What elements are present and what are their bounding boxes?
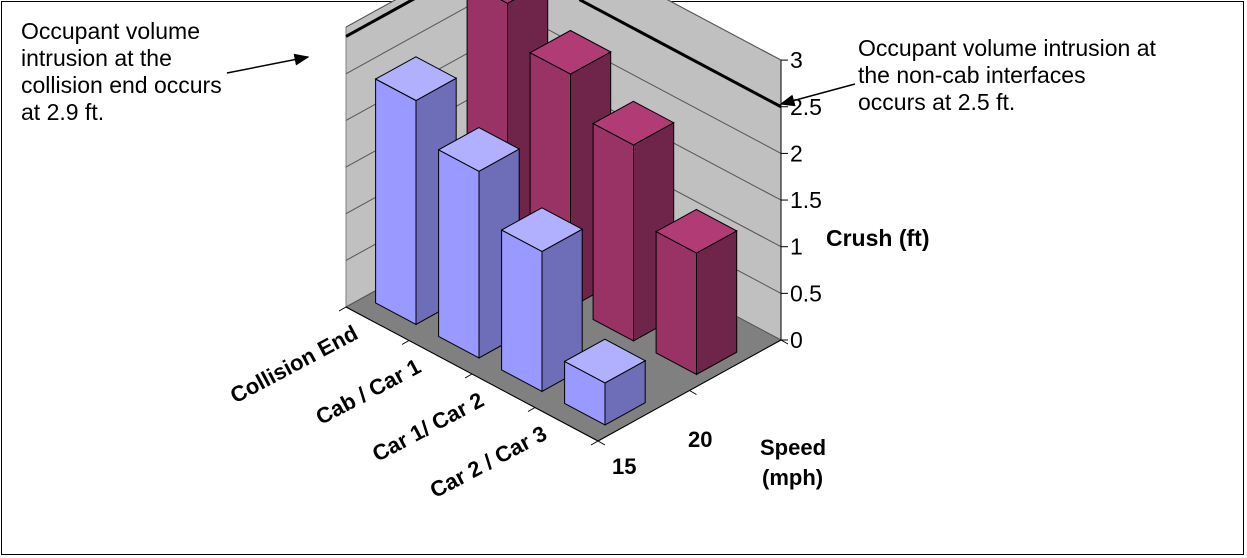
annotation-line: occurs at 2.5 ft. [858,89,1016,115]
category-tick [464,373,473,379]
threshold-line-collision-end [345,0,416,38]
bar-top-face [529,29,612,75]
bar-top-face [437,127,521,172]
value-tick-label: 3 [790,47,803,73]
threshold-line-non-cab [578,0,782,109]
gridline [345,0,782,61]
value-tick-label: 1 [790,234,803,260]
series-tick [597,440,606,446]
bar-top-face [655,208,738,254]
category-label: Cab / Car 1 [312,354,425,430]
bar-top-face [374,56,458,102]
category-tick [401,340,410,345]
value-tick-label: 1.5 [790,187,822,213]
series-tick [780,339,789,345]
series-label: 20 [688,427,712,452]
bar-top-face [500,0,515,4]
category-tick [338,306,347,312]
value-tick-label: 2 [790,140,803,166]
series-tick [689,390,697,395]
bar [655,208,738,376]
annotation-line: Occupant volume intrusion at [858,35,1156,61]
z-axis-label-line: (mph) [762,465,823,490]
category-tick [527,407,536,412]
annotation-line: intrusion at the [21,45,172,71]
bar-front-face [592,122,634,342]
annotation-collision-end: Occupant volume intrusion at the collisi… [21,18,311,126]
annotation-arrow-right [779,83,856,107]
category-label: Car 1/ Car 2 [368,387,488,466]
bar [563,338,647,426]
annotation-line: collision end occurs [21,72,222,98]
annotation-line: Occupant volume [21,18,200,44]
bar-front-face [375,78,417,326]
value-tick-label: 0 [790,327,803,353]
bar-top-face [500,207,584,252]
category-label: Car 2 / Car 3 [426,421,551,503]
annotation-line: the non-cab interfaces [858,62,1086,88]
annotation-arrow-left [226,53,310,74]
y-axis-label: Crush (ft) [826,225,929,251]
bar-front-face [438,148,480,359]
bar-top-face [563,338,647,384]
z-axis-label-line: Speed [760,435,826,460]
value-tick-label: 0.5 [790,280,822,306]
series-label: 15 [612,454,636,479]
annotation-line: at 2.9 ft. [21,99,105,125]
bar-front-face [655,230,697,376]
bar-top-face [592,100,675,146]
value-tick-label: 2.5 [790,94,822,120]
bar-front-face [501,229,543,393]
annotation-non-cab: Occupant volume intrusion at the non-cab… [858,35,1238,116]
category-tick [590,440,599,446]
bar-side-face [696,230,738,376]
z-axis-label: Speed (mph) [760,435,826,490]
